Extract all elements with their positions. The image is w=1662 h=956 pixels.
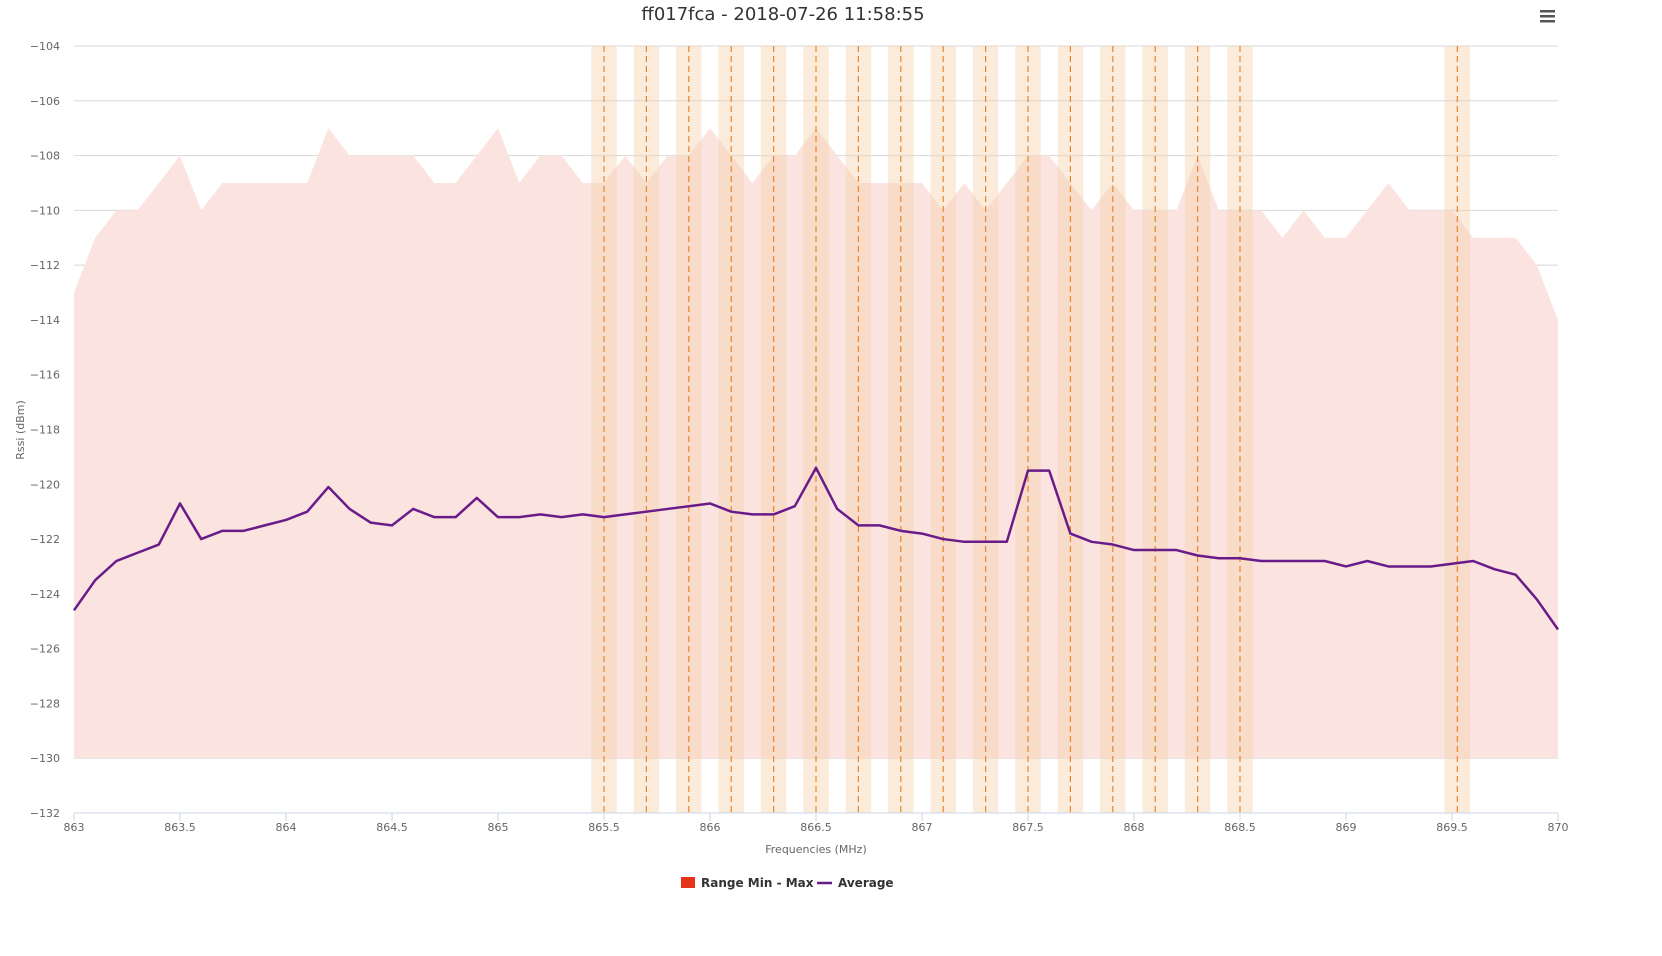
legend-item-average[interactable]: Average [817, 876, 894, 890]
x-tick-label: 864 [276, 821, 297, 834]
y-tick-label: −104 [30, 40, 60, 53]
range-series [74, 128, 1558, 759]
y-tick-label: −112 [30, 259, 60, 272]
x-tick-label: 863.5 [164, 821, 196, 834]
y-tick-label: −106 [30, 95, 60, 108]
legend-average-label: Average [838, 876, 894, 890]
x-tick-label: 863 [64, 821, 85, 834]
y-tick-label: −128 [30, 697, 60, 710]
y-tick-label: −122 [30, 533, 60, 546]
hamburger-menu-icon [1540, 10, 1555, 23]
average-line [72, 466, 1560, 631]
x-tick-label: 870 [1548, 821, 1569, 834]
x-tick-label: 867.5 [1012, 821, 1044, 834]
chart-title: ff017fca - 2018-07-26 11:58:55 [641, 4, 924, 25]
x-tick-label: 865 [488, 821, 509, 834]
legend-range-swatch [681, 877, 695, 888]
legend-item-range[interactable]: Range Min - Max [681, 876, 814, 890]
y-tick-label: −124 [30, 588, 60, 601]
x-tick-label: 866 [700, 821, 721, 834]
x-tick-label: 864.5 [376, 821, 408, 834]
y-axis-title: Rssi (dBm) [14, 400, 27, 460]
x-tick-label: 869.5 [1436, 821, 1468, 834]
legend: Range Min - Max Average [681, 876, 894, 890]
y-tick-label: −130 [30, 752, 60, 765]
x-tick-label: 866.5 [800, 821, 832, 834]
x-axis-title: Frequencies (MHz) [765, 843, 867, 856]
y-tick-label: −132 [30, 807, 60, 820]
y-tick-label: −110 [30, 204, 60, 217]
y-tick-label: −114 [30, 314, 60, 327]
y-tick-label: −108 [30, 150, 60, 163]
legend-range-label: Range Min - Max [701, 876, 814, 890]
range-min-max-area [74, 128, 1558, 759]
y-tick-label: −120 [30, 478, 60, 491]
x-tick-label: 865.5 [588, 821, 620, 834]
x-tick-label: 868.5 [1224, 821, 1256, 834]
average-series [72, 466, 1560, 631]
x-tick-label: 868 [1124, 821, 1145, 834]
y-tick-label: −118 [30, 424, 60, 437]
chart-menu-button[interactable] [1534, 6, 1560, 28]
channel-bands [591, 46, 1471, 813]
x-tick-label: 867 [912, 821, 933, 834]
x-tick-label: 869 [1336, 821, 1357, 834]
axes: −104 −106 −108 −110 −112 −114 −116 −118 −120 −122… [30, 40, 1569, 834]
y-tick-label: −126 [30, 643, 60, 656]
y-tick-label: −116 [30, 369, 60, 382]
